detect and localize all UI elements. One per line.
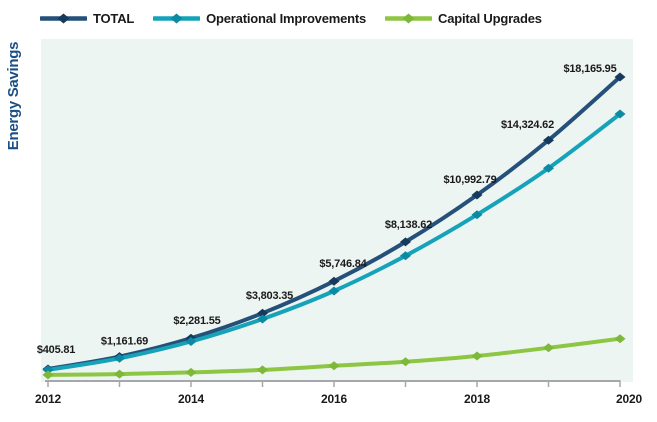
legend-marker-icon bbox=[153, 13, 201, 24]
capital-upgrades-data-point-marker bbox=[614, 334, 626, 344]
x-axis-tick-label: 2016 bbox=[321, 392, 347, 406]
data-point-label: $10,992.79 bbox=[443, 174, 496, 186]
total-data-point-marker bbox=[614, 72, 626, 82]
data-point-label: $14,324.62 bbox=[501, 119, 554, 131]
total-data-point-marker bbox=[543, 135, 554, 145]
operational-improvements-data-point-marker bbox=[257, 314, 268, 324]
legend-item-capital-upgrades: Capital Upgrades bbox=[385, 11, 542, 26]
operational-improvements-line bbox=[46, 112, 622, 372]
x-axis-tick-label: 2012 bbox=[35, 392, 61, 406]
total-data-point-marker bbox=[257, 308, 268, 318]
x-axis-tick-label: 2018 bbox=[464, 392, 490, 406]
legend: TOTAL Operational Improvements Capital Upg… bbox=[40, 11, 542, 26]
capital-upgrades-data-point-marker bbox=[471, 351, 483, 361]
data-point-label: $1,161.69 bbox=[101, 336, 148, 348]
legend-item-operational-improvements: Operational Improvements bbox=[153, 11, 366, 26]
operational-improvements-data-point-marker bbox=[543, 163, 554, 173]
capital-upgrades-data-point-marker bbox=[543, 343, 554, 353]
data-point-label: $5,746.84 bbox=[319, 258, 367, 270]
operational-improvements-data-point-marker bbox=[185, 337, 197, 346]
total-line bbox=[46, 75, 622, 371]
operational-improvements-data-point-marker bbox=[328, 286, 340, 296]
legend-label: Capital Upgrades bbox=[438, 11, 542, 26]
legend-label: Operational Improvements bbox=[206, 11, 367, 26]
data-point-label: $405.81 bbox=[37, 344, 75, 356]
operational-improvements-data-point-marker bbox=[114, 353, 125, 363]
legend-item-total: TOTAL bbox=[40, 11, 134, 26]
capital-upgrades-data-point-marker bbox=[42, 370, 54, 380]
capital-upgrades-data-point-marker bbox=[185, 367, 197, 377]
total-data-point-marker bbox=[400, 237, 411, 247]
capital-upgrades-data-point-marker bbox=[400, 357, 411, 367]
legend-label: TOTAL bbox=[93, 11, 135, 26]
operational-improvements-data-point-marker bbox=[42, 365, 54, 375]
plot-area-background bbox=[41, 39, 633, 382]
data-point-label: $18,165.95 bbox=[563, 63, 616, 75]
legend-marker-icon bbox=[40, 13, 87, 24]
operational-improvements-data-point-marker bbox=[614, 109, 626, 119]
capital-upgrades-data-point-marker bbox=[328, 361, 340, 371]
operational-improvements-data-point-marker bbox=[471, 210, 483, 220]
operational-improvements-data-point-marker bbox=[400, 251, 411, 261]
total-data-point-marker bbox=[328, 276, 340, 286]
data-point-label: $3,803.35 bbox=[246, 290, 293, 302]
total-data-point-marker bbox=[471, 190, 483, 200]
capital-upgrades-data-point-marker bbox=[257, 365, 268, 375]
legend-marker-icon bbox=[385, 13, 433, 24]
data-point-label: $2,281.55 bbox=[173, 315, 220, 327]
x-axis-tick-label: 2014 bbox=[178, 392, 204, 406]
y-axis-title: Energy Savings bbox=[5, 41, 22, 151]
capital-upgrades-data-point-marker bbox=[114, 369, 125, 379]
data-point-label: $8,138.62 bbox=[385, 219, 432, 231]
x-axis-tick-label: 2020 bbox=[616, 392, 642, 406]
